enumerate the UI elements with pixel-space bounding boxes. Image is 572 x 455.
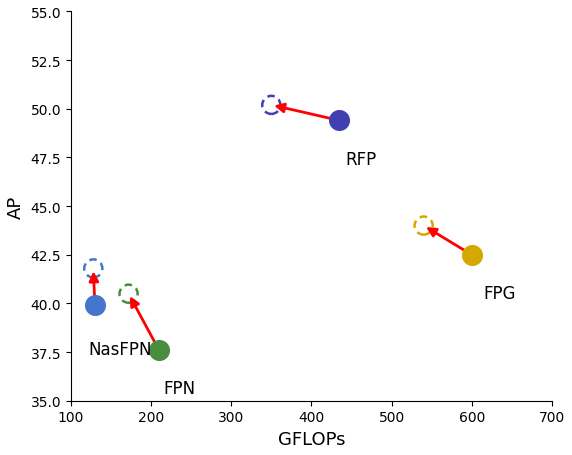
Point <box>90 302 100 309</box>
Y-axis label: AP: AP <box>7 195 25 218</box>
Text: FPG: FPG <box>484 284 517 302</box>
Point <box>467 252 476 259</box>
Text: FPN: FPN <box>163 379 195 398</box>
X-axis label: GFLOPs: GFLOPs <box>277 430 345 448</box>
Point <box>335 117 344 125</box>
Point <box>267 102 276 109</box>
Text: RFP: RFP <box>346 150 377 168</box>
Text: NasFPN: NasFPN <box>89 341 152 359</box>
Point <box>419 222 428 230</box>
Point <box>124 290 133 298</box>
Point <box>154 347 164 354</box>
Point <box>89 265 98 273</box>
